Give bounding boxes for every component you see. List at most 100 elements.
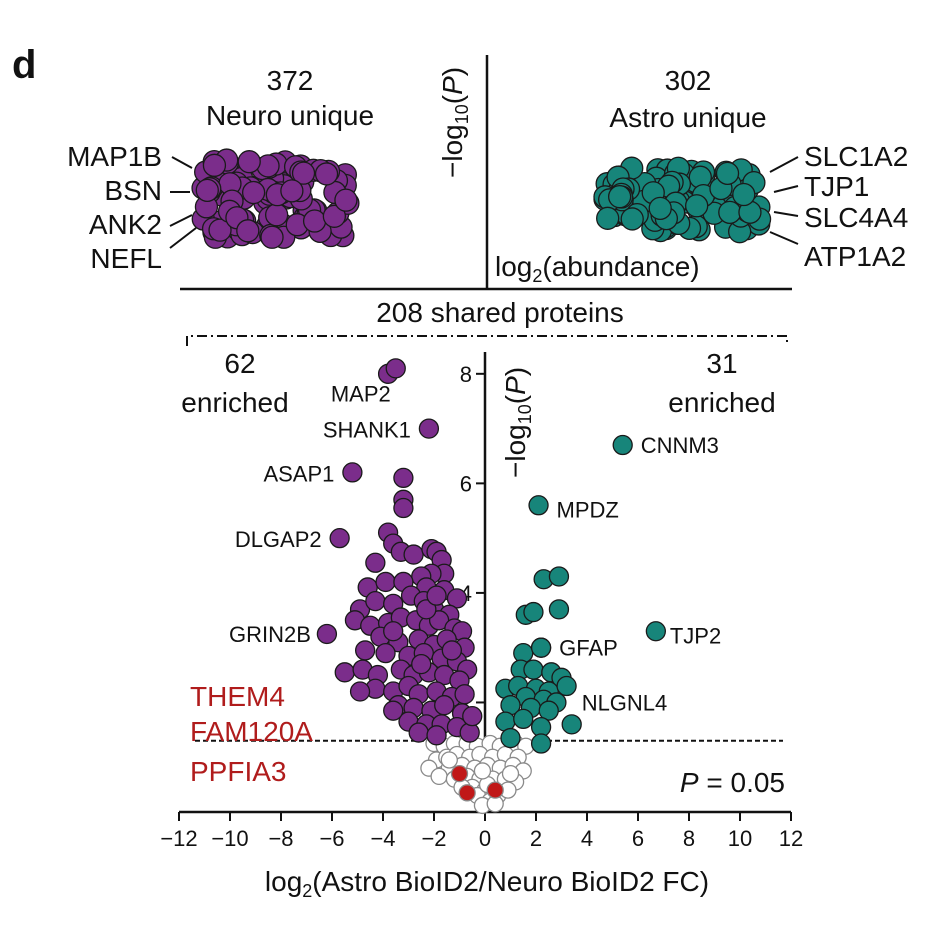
x-tick-label: 8: [683, 826, 695, 851]
y-tick-label: 6: [460, 471, 472, 496]
neuro-unique-cluster-dot: [291, 161, 316, 185]
neuro-enriched-point: [441, 640, 463, 661]
neuro-unique-cluster-dot: [260, 225, 284, 249]
astro-unique-cluster-dot: [732, 182, 756, 207]
neuro-unique-cluster-dot: [208, 218, 232, 242]
x-tick-label: −4: [370, 826, 395, 851]
astro-enriched-point: [523, 659, 544, 680]
x-tick-label: 10: [728, 826, 752, 851]
astro-unique-label: Astro unique: [609, 102, 766, 133]
gene-label-bsn: BSN: [104, 175, 162, 206]
point-label-shank1: SHANK1: [323, 418, 411, 443]
neuro-enriched-point: [375, 643, 396, 664]
neuro-enriched-point: [383, 700, 404, 721]
x-tick-label: −10: [211, 826, 248, 851]
shared-proteins-label: 208 shared proteins: [376, 297, 624, 328]
threshold-label: P = 0.05: [680, 767, 785, 798]
neuro-enriched-point: [426, 725, 447, 746]
labeled-point-asap1: [342, 462, 363, 483]
volcano-points: [316, 358, 666, 815]
nonsig-point: [501, 765, 520, 783]
astro-enriched-point: [500, 727, 521, 749]
highlight-label-ppfia3: PPFIA3: [190, 756, 286, 787]
x-tick-label: −8: [268, 826, 293, 851]
highlight-label-fam120a: FAM120A: [190, 716, 313, 747]
neuro-enriched-point: [462, 705, 483, 727]
right-enriched-label: enriched: [668, 387, 775, 418]
neuro-enriched-point: [393, 497, 414, 519]
x-tick-label: 4: [581, 826, 593, 851]
x-tick-label: −6: [319, 826, 344, 851]
neuro-unique-cluster-dot: [334, 188, 358, 212]
gene-label-map1b: MAP1B: [67, 141, 162, 172]
point-label-gfap: GFAP: [559, 636, 618, 661]
astro-unique-cluster-dot: [620, 207, 644, 231]
point-label-map2: MAP2: [331, 381, 391, 406]
gene-label-atp1a2: ATP1A2: [804, 241, 906, 272]
volcano-panel: 62 enriched 31 enriched −log10(P) −12 −10…: [160, 348, 803, 901]
panel-letter: d: [12, 43, 36, 87]
neuro-unique-cluster-dot: [314, 162, 339, 186]
neuro-enriched-point: [354, 640, 376, 661]
x-tick-label: −2: [421, 826, 446, 851]
astro-unique-cluster-dot: [685, 194, 709, 218]
neuro-unique-cluster-dot: [236, 219, 260, 243]
labeled-point-nlgnl4: [561, 714, 582, 735]
neuro-unique-label: Neuro unique: [206, 100, 374, 131]
astro-unique-cluster-dot: [648, 196, 672, 220]
astro-enriched-point: [538, 700, 559, 721]
top-panel: 372 Neuro unique 302 Astro unique −log10…: [67, 55, 908, 291]
nonsig-point: [473, 762, 492, 780]
x-tick-label: 6: [632, 826, 644, 851]
neuro-unique-count: 372: [267, 65, 314, 96]
neuro-unique-cluster-dot: [264, 203, 289, 227]
highlighted-point-them4: [450, 765, 469, 783]
neuro-enriched-point: [349, 681, 371, 702]
labeled-point-tjp2: [645, 621, 666, 642]
point-label-grin2b: GRIN2B: [229, 622, 311, 647]
astro-enriched-point: [530, 733, 552, 754]
astro-enriched-point: [548, 599, 570, 620]
labeled-point-gfap: [530, 637, 552, 658]
x-tick-label: −12: [160, 826, 197, 851]
point-label-asap1: ASAP1: [263, 461, 334, 486]
neuro-enriched-point: [446, 588, 468, 609]
neuro-enriched-point: [434, 695, 455, 716]
labeled-point-cnnm3: [612, 434, 633, 456]
labeled-point-grin2b: [316, 623, 338, 645]
astro-enriched-point: [548, 566, 570, 587]
astro-enriched-point: [523, 601, 544, 623]
neuro-unique-cluster-dot: [195, 178, 219, 202]
neuro-unique-cluster: [191, 148, 360, 249]
volcano-point-labels: MAP2 SHANK1 ASAP1 DLGAP2 GRIN2B CNNM3 MPDZ TJP2…: [229, 381, 721, 715]
astro-gene-leaders: [769, 156, 799, 245]
neuro-unique-cluster-dot: [280, 179, 304, 203]
point-label-nlgnl4: NLGNL4: [582, 690, 668, 715]
neuro-enriched-point: [393, 467, 414, 489]
labeled-point-shank1: [418, 418, 440, 439]
neuro-enriched-point: [408, 722, 429, 743]
astro-enriched-point: [513, 708, 534, 730]
gene-label-slc1a2: SLC1A2: [804, 141, 908, 172]
neuro-enriched-point: [403, 544, 424, 565]
x-tick-label: 12: [779, 826, 803, 851]
point-label-dlgap2: DLGAP2: [235, 527, 322, 552]
astro-unique-cluster-dot: [715, 161, 740, 186]
left-enriched-count: 62: [224, 348, 255, 379]
shared-bracket: [186, 335, 788, 346]
gene-label-slc4a4: SLC4A4: [804, 202, 908, 233]
astro-unique-count: 302: [665, 65, 712, 96]
astro-enriched-point: [556, 675, 577, 697]
neuro-unique-cluster-dot: [202, 153, 227, 177]
left-enriched-label: enriched: [181, 387, 288, 418]
neuro-unique-cluster-dot: [237, 150, 261, 174]
gene-label-ank2: ANK2: [89, 209, 162, 240]
labeled-point-mpdz: [528, 495, 549, 516]
right-enriched-count: 31: [706, 348, 737, 379]
volcano-x-axis-label: log2(Astro BioID2/Neuro BioID2 FC): [265, 866, 709, 901]
neuro-unique-cluster-dot: [241, 180, 266, 205]
neuro-enriched-point: [416, 599, 437, 620]
labeled-point-dlgap2: [329, 527, 350, 549]
astro-unique-cluster-dot: [607, 184, 632, 209]
